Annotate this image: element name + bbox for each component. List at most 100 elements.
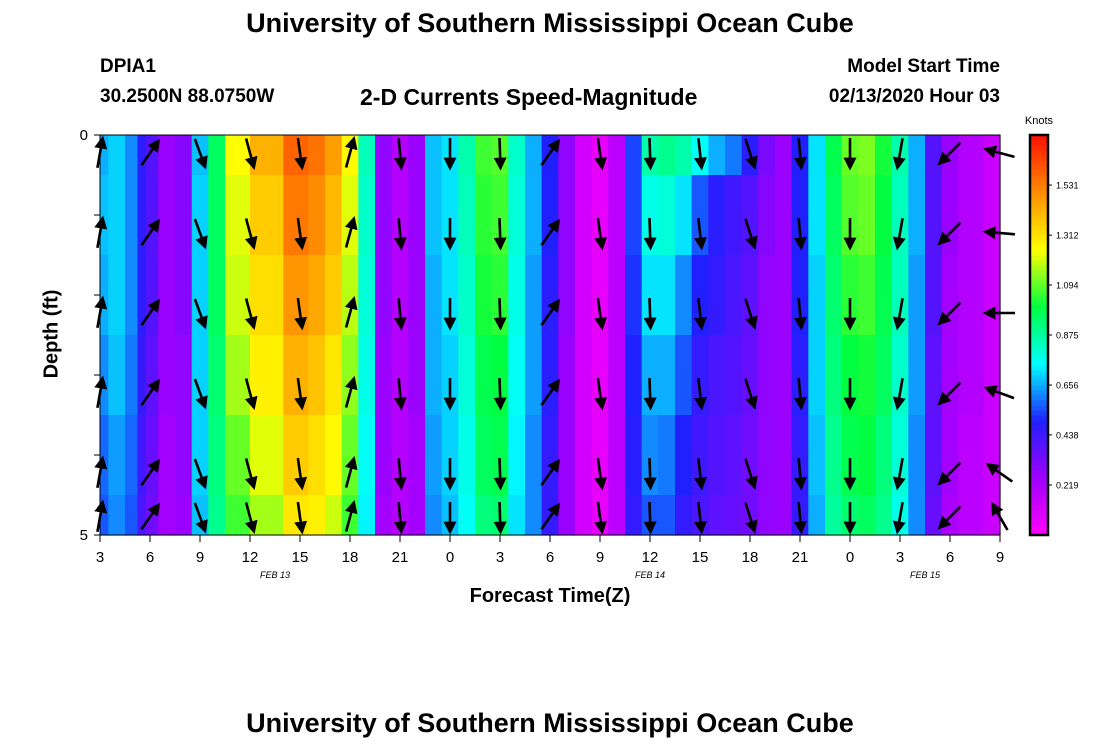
current-vector xyxy=(643,501,657,535)
heatmap-cell xyxy=(158,135,176,176)
current-vector xyxy=(744,218,758,250)
colorbar-segment xyxy=(1030,495,1048,501)
colorbar-segment xyxy=(1030,305,1048,311)
heatmap-cell xyxy=(841,255,859,336)
heatmap-cell xyxy=(375,175,393,256)
heatmap-cell xyxy=(391,415,409,496)
heatmap-cell xyxy=(391,335,409,416)
heatmap-cell xyxy=(825,255,843,336)
heatmap-cell xyxy=(891,255,909,336)
current-vector xyxy=(393,137,407,171)
colorbar-segment xyxy=(1030,195,1048,201)
heatmap-cell xyxy=(458,135,476,176)
heatmap-cell xyxy=(958,135,984,176)
heatmap-cell xyxy=(358,415,376,496)
heatmap-cell xyxy=(541,255,559,336)
heatmap-cell xyxy=(591,175,609,256)
heatmap-cell xyxy=(941,415,959,496)
heatmap-cell xyxy=(475,175,493,256)
heatmap-cell xyxy=(625,335,643,416)
current-vector xyxy=(244,502,258,535)
current-vector xyxy=(694,501,707,535)
heatmap-cell xyxy=(808,175,826,256)
heatmap-cell xyxy=(408,495,426,536)
heatmap-cell xyxy=(225,415,251,496)
heatmap-cell xyxy=(791,335,809,416)
heatmap-cell xyxy=(458,335,476,416)
heatmap-cell xyxy=(891,175,909,256)
current-vector xyxy=(892,457,906,491)
heatmap-cell xyxy=(825,495,843,536)
colorbar-segment xyxy=(1030,200,1048,206)
heatmap-cell xyxy=(575,335,593,416)
heatmap-cell xyxy=(658,415,676,496)
colorbar-segment xyxy=(1030,280,1048,286)
colorbar-segment xyxy=(1030,400,1048,406)
colorbar-tick-label: 0.656 xyxy=(1056,381,1079,391)
heatmap-cell xyxy=(675,335,693,416)
colorbar-segment xyxy=(1030,480,1048,486)
current-vector xyxy=(793,377,807,411)
current-vector xyxy=(540,378,561,407)
colorbar-segment xyxy=(1030,275,1048,281)
heatmap-cell xyxy=(108,495,126,536)
current-vector xyxy=(344,499,358,532)
heatmap-cell xyxy=(491,255,509,336)
current-vector xyxy=(643,217,657,251)
current-vector xyxy=(140,218,161,247)
x-tick-label: 18 xyxy=(742,549,759,566)
colorbar-segment xyxy=(1030,370,1048,376)
colorbar-segment xyxy=(1030,325,1048,331)
heatmap-cell xyxy=(341,175,359,256)
heatmap-cell xyxy=(250,255,284,336)
current-vector xyxy=(694,217,707,251)
heatmap-cell xyxy=(708,415,726,496)
heatmap-cell xyxy=(100,135,109,176)
heatmap-cell xyxy=(775,335,793,416)
heatmap-cell xyxy=(525,135,543,176)
colorbar-segment xyxy=(1030,250,1048,256)
colorbar-tick-label: 0.438 xyxy=(1056,430,1079,440)
current-vector xyxy=(140,502,161,531)
heatmap-cell xyxy=(358,495,376,536)
colorbar-segment xyxy=(1030,455,1048,461)
heatmap-cell xyxy=(491,175,509,256)
colorbar: Knots 0.219 0.438 0.656 0.875 1.094 1.312 1.531 xyxy=(1025,115,1079,537)
current-vector xyxy=(643,137,657,171)
heatmap-cell xyxy=(875,175,893,256)
heatmap-cell xyxy=(841,415,859,496)
heatmap-cell xyxy=(358,175,376,256)
heatmap-cell xyxy=(408,415,426,496)
heatmap-cell xyxy=(508,335,526,416)
heatmap-cell xyxy=(541,175,559,256)
heatmap-cell xyxy=(125,495,139,536)
heatmap-cell xyxy=(575,175,593,256)
heatmap-cell xyxy=(441,255,459,336)
current-vector xyxy=(294,457,308,491)
heatmap-cell xyxy=(125,415,139,496)
heatmap-cell xyxy=(375,495,393,536)
current-vector xyxy=(493,457,507,491)
heatmap-cell xyxy=(591,335,609,416)
x-tick-label: 9 xyxy=(996,549,1004,566)
x-tick-label: 15 xyxy=(292,549,309,566)
model-start-label: Model Start Time xyxy=(847,56,1000,77)
heatmap-cell xyxy=(741,255,759,336)
station-id: DPIA1 xyxy=(100,56,156,77)
colorbar-segment xyxy=(1030,515,1048,521)
current-vector xyxy=(344,375,358,408)
current-vector xyxy=(294,297,308,331)
current-vector xyxy=(937,381,962,406)
heatmap-cell xyxy=(125,255,139,336)
current-vector xyxy=(594,501,608,535)
heatmap-cell xyxy=(825,415,843,496)
heatmap-cell xyxy=(908,255,926,336)
current-vector xyxy=(937,461,962,486)
current-vector xyxy=(694,377,707,411)
colorbar-segment xyxy=(1030,225,1048,231)
current-vector xyxy=(643,457,657,491)
current-vector xyxy=(793,457,807,491)
y-tick-label: 5 xyxy=(80,527,88,544)
heatmap-cell xyxy=(558,175,576,256)
heatmap-cell xyxy=(825,335,843,416)
